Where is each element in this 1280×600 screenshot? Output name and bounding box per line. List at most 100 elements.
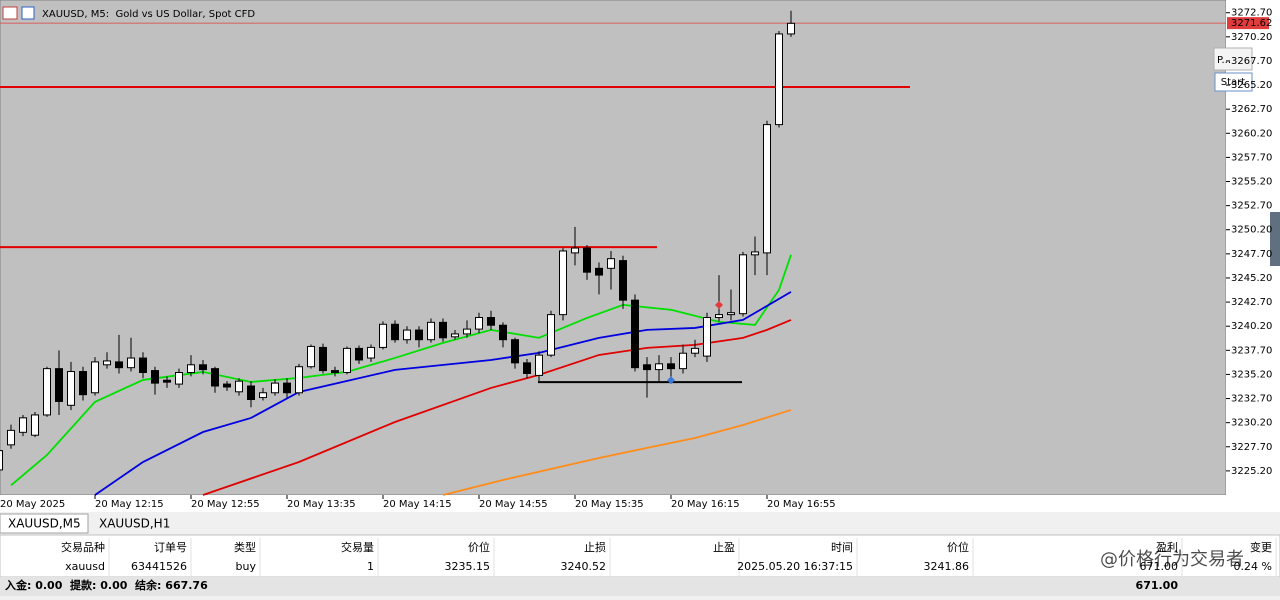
candle-body <box>475 317 483 330</box>
candle-body <box>547 314 555 356</box>
candle-body <box>0 450 3 471</box>
tab-label: XAUUSD,M5 <box>8 517 81 531</box>
y-tick-label: 3260.20 <box>1231 128 1272 139</box>
trade-marker <box>667 376 675 385</box>
table-cell: 3241.86 <box>924 560 970 573</box>
candle-body <box>43 368 51 416</box>
watermark: @价格行为交易者 <box>1100 549 1244 570</box>
candle-body <box>403 329 411 341</box>
plot <box>0 10 1226 496</box>
y-tick-label: 3230.20 <box>1231 418 1272 429</box>
candle-body <box>55 368 63 402</box>
table-header: 类型 <box>234 540 256 554</box>
candle-body <box>391 323 399 341</box>
candle-body <box>367 346 375 359</box>
candle-body <box>451 333 459 338</box>
y-tick-label: 3227.70 <box>1231 442 1272 453</box>
candle-body <box>115 361 123 369</box>
tab-strip <box>0 513 1280 534</box>
candle-body <box>235 380 243 393</box>
y-tick-label: 3235.20 <box>1231 369 1272 380</box>
table-cell: 3235.15 <box>445 560 491 573</box>
ma-line <box>442 409 792 496</box>
candle-body <box>331 370 339 373</box>
candle-body <box>643 364 651 371</box>
candle-body <box>127 357 135 369</box>
y-tick-label: 3237.70 <box>1231 345 1272 356</box>
y-tick-label: 3240.20 <box>1231 321 1272 332</box>
candle-body <box>379 323 387 348</box>
balance-summary: 入金: 0.00 提款: 0.00 结余: 667.76 <box>5 578 208 592</box>
chart-icon <box>21 6 35 20</box>
start-button[interactable] <box>1214 72 1253 92</box>
table-header: 时间 <box>831 541 853 554</box>
footer <box>0 577 1280 596</box>
candle-body <box>463 328 471 335</box>
candle-body <box>787 22 795 35</box>
candle-body <box>223 383 231 388</box>
candle-body <box>295 366 303 394</box>
candle-body <box>19 417 27 433</box>
candle-body <box>499 324 507 341</box>
candle-body <box>715 314 723 319</box>
y-tick-label: 3257.70 <box>1231 152 1272 163</box>
candle-body <box>679 352 687 370</box>
candle-body <box>523 362 531 374</box>
chart-title: XAUUSD, M5: Gold vs US Dollar, Spot CFD <box>42 9 255 20</box>
tab-active[interactable] <box>0 513 89 534</box>
table-header: 价位 <box>468 540 490 554</box>
candle-body <box>211 368 219 387</box>
candle-body <box>307 345 315 368</box>
candle-body <box>319 346 327 372</box>
candle-body <box>31 414 39 436</box>
chart-icon <box>2 6 18 20</box>
ma-line <box>10 254 792 487</box>
candle-body <box>283 382 291 394</box>
y-tick-label: 3272.70 <box>1231 8 1272 19</box>
table-body: 交易品种 订单号 类型 交易量 价位 止损 止盈 时间 价位 盈利 变更 xauusd 63441526… <box>61 538 1277 576</box>
candle-body <box>91 361 99 394</box>
table-cell: xauusd <box>65 560 105 573</box>
y-tick-label: 3250.20 <box>1231 225 1272 236</box>
x-tick-label: 20 May 12:55 <box>191 499 260 510</box>
candle-body <box>571 247 579 254</box>
ma-line <box>94 291 792 496</box>
candle-body <box>103 360 111 366</box>
table-cell: 3240.52 <box>561 560 607 573</box>
y-tick-label: 3262.70 <box>1231 104 1272 115</box>
x-tick-label: 20 May 12:15 <box>95 499 164 510</box>
y-tick-label: 3255.20 <box>1231 177 1272 188</box>
y-tick-label: 3265.20 <box>1231 80 1272 91</box>
candle-body <box>595 267 603 276</box>
table-cell: 0.24 % <box>1234 560 1272 573</box>
table-header: 交易量 <box>341 540 374 554</box>
y-tick-label: 3245.20 <box>1231 273 1272 284</box>
button-label: Start <box>1221 77 1246 88</box>
candle-body <box>691 347 699 354</box>
ma-line <box>202 319 792 496</box>
candle-body <box>67 371 75 406</box>
candle-body <box>7 429 15 446</box>
candle-body <box>79 371 87 396</box>
x-tick-label: 20 May 15:35 <box>575 499 644 510</box>
candle-body <box>139 357 147 373</box>
x-tick-label: 20 May 14:55 <box>479 499 548 510</box>
x-tick-label: 20 May 13:35 <box>287 499 356 510</box>
candle-body <box>583 247 591 273</box>
candle-body <box>259 392 267 399</box>
candle-body <box>619 260 627 301</box>
tab-label[interactable]: XAUUSD,H1 <box>99 517 170 531</box>
candle-body <box>439 321 447 339</box>
table-cell: 1 <box>367 560 374 573</box>
table-cell: 2025.05.20 16:37:15 <box>737 560 853 573</box>
y-tick-label: 3232.70 <box>1231 394 1272 405</box>
candle-body <box>775 33 783 126</box>
candle-body <box>487 317 495 326</box>
candle-body <box>511 339 519 364</box>
candle-body <box>727 312 735 316</box>
trade-button[interactable] <box>1213 47 1253 71</box>
time-axis <box>0 495 1226 512</box>
candle-body <box>559 250 567 316</box>
scroll-handle[interactable] <box>1270 212 1280 266</box>
